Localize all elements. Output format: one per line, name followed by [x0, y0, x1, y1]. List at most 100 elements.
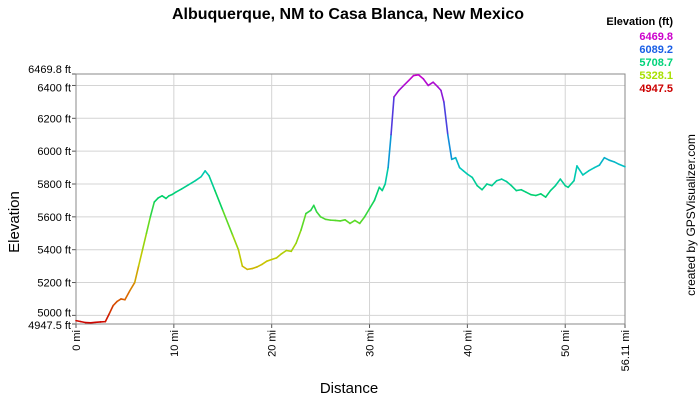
elevation-segment — [324, 218, 332, 221]
y-tick-label: 5600 ft — [37, 212, 71, 224]
elevation-segment — [315, 211, 322, 218]
elevation-segment — [75, 319, 82, 323]
elevation-segment — [112, 300, 118, 307]
x-tick-label: 56.11 mi — [620, 330, 632, 371]
elevation-segment — [407, 74, 415, 82]
elevation-segment — [495, 178, 503, 182]
elevation-segment — [221, 209, 234, 236]
x-tick-label: 40 mi — [462, 330, 474, 357]
elevation-segment — [443, 101, 449, 136]
elevation-segment — [440, 89, 445, 103]
elevation-segment — [398, 84, 405, 92]
elevation-segment — [187, 179, 197, 186]
elevation-segment — [246, 267, 253, 271]
elevation-segment — [200, 170, 206, 178]
elevation-segment — [137, 248, 144, 267]
legend-title: Elevation (ft) — [606, 16, 673, 28]
elevation-segment — [241, 265, 249, 271]
credit-text: created by GPSVisualizer.com — [684, 134, 698, 296]
elevation-segment — [344, 218, 351, 225]
elevation-segment — [476, 184, 483, 191]
elevation-segment — [593, 164, 601, 169]
x-axis-label: Distance — [320, 380, 378, 397]
elevation-segment — [462, 170, 469, 175]
elevation-segment — [354, 219, 361, 225]
elevation-segment — [491, 179, 498, 187]
elevation-segment — [80, 320, 87, 324]
elevation-segment — [129, 281, 136, 292]
elevation-segment — [319, 216, 327, 221]
elevation-segment — [515, 188, 522, 192]
elevation-segment — [280, 249, 288, 255]
elevation-segment — [554, 178, 562, 187]
elevation-segment — [582, 170, 590, 176]
elevation-segment — [384, 166, 389, 185]
elevation-segment — [608, 159, 615, 163]
elevation-segment — [175, 188, 183, 194]
elevation-segment — [363, 207, 371, 218]
y-tick-label: 6200 ft — [37, 113, 71, 125]
elevation-segment — [573, 165, 578, 182]
elevation-segment — [422, 78, 430, 87]
elevation-segment — [290, 242, 297, 253]
legend-entry: 4947.5 — [639, 83, 673, 95]
x-tick-label: 20 mi — [267, 330, 279, 357]
elevation-segment — [285, 249, 293, 253]
legend-entry: 6089.2 — [639, 44, 673, 56]
elevation-segment — [432, 81, 439, 88]
elevation-segment — [417, 73, 425, 80]
elevation-segment — [471, 176, 478, 187]
elevation-segment — [256, 263, 263, 268]
elevation-segment — [108, 304, 114, 315]
elevation-segment — [520, 188, 527, 194]
elevation-segment — [194, 175, 203, 182]
elevation-segment — [613, 161, 620, 166]
elevation-segment — [525, 191, 532, 196]
y-axis-label: Elevation — [6, 191, 23, 253]
elevation-segment — [373, 186, 381, 202]
legend-entry: 6469.8 — [639, 31, 673, 43]
y-tick-label: 6000 ft — [37, 146, 71, 158]
elevation-segment — [393, 89, 400, 98]
elevation-segment — [251, 266, 258, 270]
elevation-segment — [402, 79, 410, 87]
elevation-segment — [447, 133, 453, 161]
y-tick-label: 5800 ft — [37, 179, 71, 191]
elevation-segment — [133, 265, 140, 284]
elevation-segment — [300, 212, 307, 231]
elevation-segment — [358, 216, 366, 225]
elevation-segment — [576, 165, 584, 176]
elevation-segment — [204, 170, 210, 177]
elevation-segment — [427, 81, 434, 87]
elevation-line — [75, 73, 626, 324]
elevation-segment — [265, 258, 273, 262]
elevation-segment — [454, 156, 461, 169]
elevation-segment — [124, 289, 131, 301]
elevation-segment — [530, 193, 537, 197]
elevation-segment — [368, 199, 376, 210]
elevation-segment — [312, 204, 318, 213]
elevation-segment — [535, 193, 542, 197]
axes — [72, 73, 626, 328]
elevation-segment — [587, 166, 596, 172]
elevation-segment — [275, 252, 283, 259]
elevation-segment — [237, 248, 244, 267]
elevation-segment — [180, 184, 190, 190]
elevation-segment — [231, 234, 240, 251]
elevation-segment — [458, 166, 465, 172]
chart-title: Albuquerque, NM to Casa Blanca, New Mexi… — [172, 6, 524, 23]
elevation-segment — [141, 232, 148, 251]
elevation-segment — [390, 96, 395, 136]
elevation-segment — [104, 312, 111, 323]
elevation-segment — [618, 163, 626, 168]
elevation-segment — [510, 184, 518, 192]
elevation-segment — [539, 193, 547, 198]
elevation-segment — [381, 183, 386, 192]
elevation-segment — [153, 197, 159, 203]
plot-frame — [75, 73, 626, 325]
elevation-segment — [559, 178, 567, 187]
